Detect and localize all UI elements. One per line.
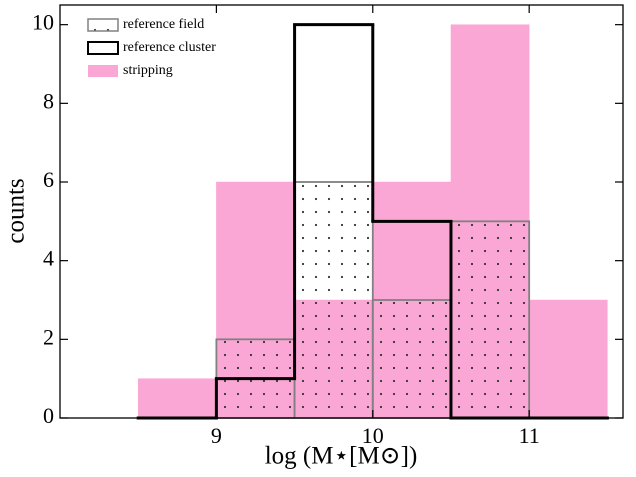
y-tick-label: 2 xyxy=(43,324,54,349)
legend-swatch xyxy=(88,65,118,77)
y-axis-label: counts xyxy=(3,178,30,243)
legend-label: stripping xyxy=(123,63,173,78)
y-tick-label: 0 xyxy=(43,403,54,428)
y-tick-label: 4 xyxy=(43,246,54,271)
legend-swatch xyxy=(87,41,119,55)
x-tick-label: 10 xyxy=(362,423,384,448)
x-tick-label: 11 xyxy=(519,423,540,448)
bar xyxy=(293,181,374,419)
x-tick-label: 9 xyxy=(211,423,222,448)
y-tick-label: 10 xyxy=(32,10,54,35)
plot-frame xyxy=(59,4,624,419)
legend-label: reference field xyxy=(123,17,204,32)
bar xyxy=(450,220,531,419)
legend-label: reference cluster xyxy=(123,40,216,55)
bar xyxy=(371,299,452,419)
y-tick-label: 6 xyxy=(43,167,54,192)
legend-swatch xyxy=(87,18,119,32)
x-axis-label: log (M⋆[M⊙]) xyxy=(265,443,418,470)
bar xyxy=(528,299,608,419)
bar xyxy=(137,378,217,419)
y-tick-label: 8 xyxy=(43,88,54,113)
